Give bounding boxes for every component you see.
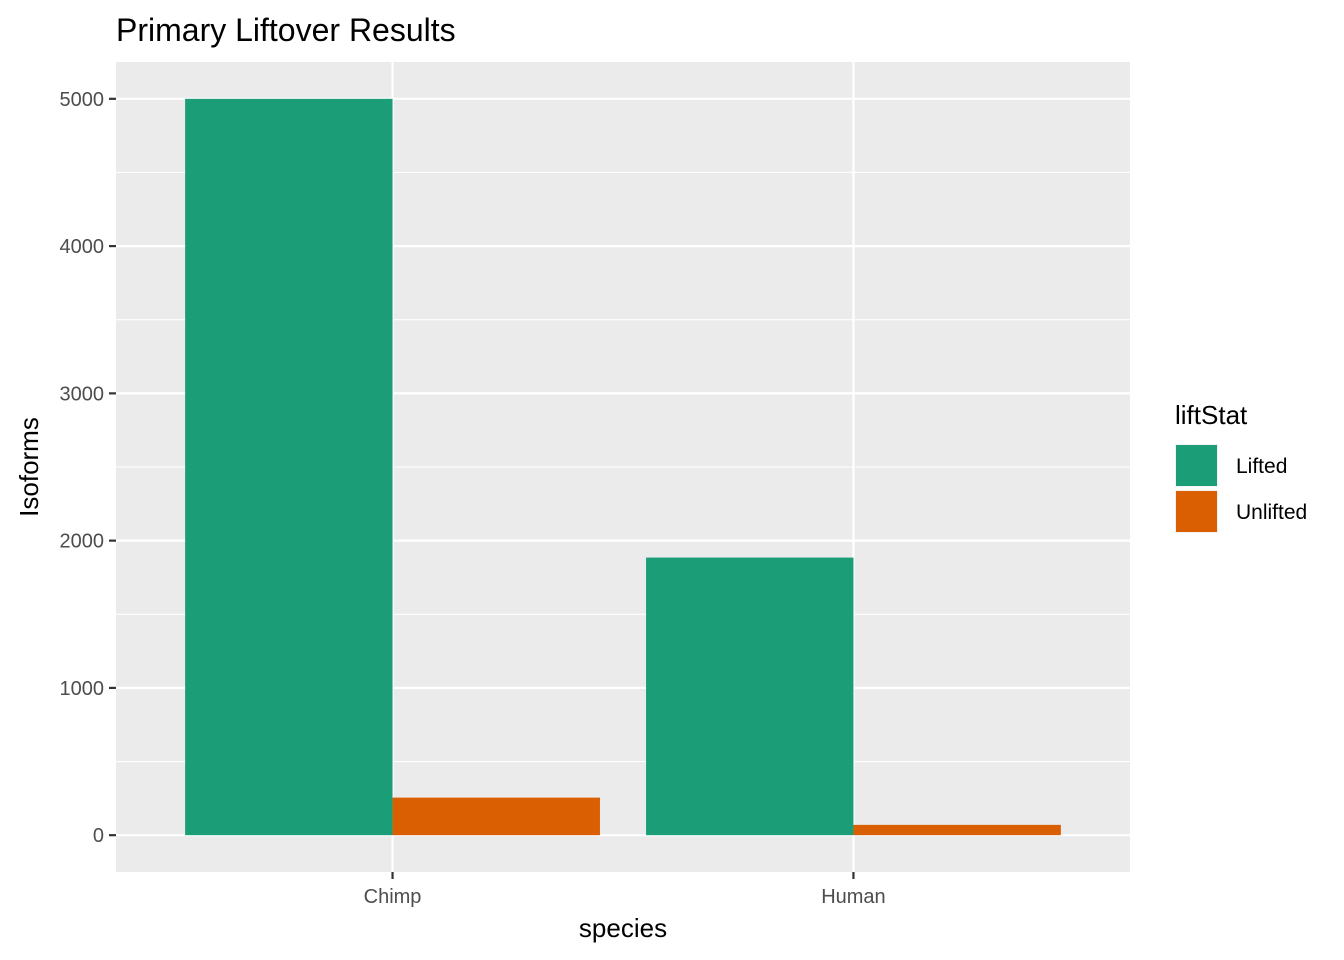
y-axis: 0 1000 2000 3000 4000 5000 xyxy=(60,89,116,847)
y-tick-label: 0 xyxy=(93,825,104,847)
bar-lifted-chimp xyxy=(185,98,393,836)
legend-swatch-lifted xyxy=(1176,445,1217,486)
legend: liftStat Lifted Unlifted xyxy=(1175,400,1307,533)
bar-unlifted-chimp xyxy=(392,797,600,836)
y-tick-label: 3000 xyxy=(60,383,105,405)
legend-swatch-unlifted xyxy=(1176,491,1217,532)
y-tick-label: 4000 xyxy=(60,236,105,258)
y-axis-title: Isoforms xyxy=(14,417,44,517)
x-axis: Chimp Human xyxy=(364,872,886,908)
y-tick-label: 5000 xyxy=(60,89,105,111)
y-tick-label: 1000 xyxy=(60,678,105,700)
x-tick-label: Human xyxy=(821,886,885,908)
bars xyxy=(185,98,1061,836)
x-tick-label: Chimp xyxy=(364,886,422,908)
bar-lifted-human xyxy=(646,557,854,836)
y-tick-label: 2000 xyxy=(60,531,105,553)
chart-title: Primary Liftover Results xyxy=(116,12,456,48)
legend-title: liftStat xyxy=(1175,400,1248,430)
bar-unlifted-human xyxy=(853,824,1061,836)
legend-label-unlifted: Unlifted xyxy=(1236,501,1307,524)
x-axis-title: species xyxy=(579,913,667,943)
legend-label-lifted: Lifted xyxy=(1236,455,1287,478)
